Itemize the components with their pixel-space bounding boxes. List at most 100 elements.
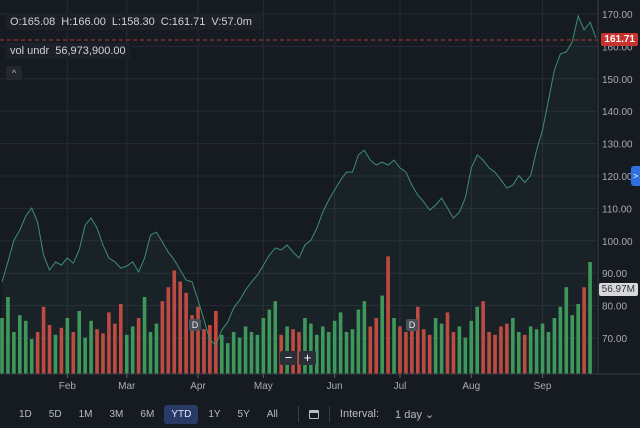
volume-bar [148,332,153,374]
volume-legend: vol undr 56,973,900.00 [6,43,130,59]
y-tick-label: 100.00 [602,237,633,248]
volume-bar [35,332,40,374]
y-tick-label: 140.00 [602,107,633,118]
volume-bar [202,329,206,374]
volume-bar [320,326,325,374]
volume-bar [404,332,408,374]
volume-bar [208,325,212,374]
volume-bar [398,326,402,374]
volume-bar [273,301,278,374]
last-price-tag: 161.71 [601,33,638,46]
x-tick-label: Aug [462,381,480,392]
range-all[interactable]: All [266,408,278,420]
zoom-out-button[interactable]: − [280,351,297,365]
volume-bar [546,332,551,374]
volume-bar [421,329,426,374]
volume-bar [166,287,171,374]
volume-bar [374,318,379,374]
x-tick-label: Jun [327,381,343,392]
volume-bar [499,326,503,374]
range-3m[interactable]: 3M [109,408,124,420]
divider [297,406,299,422]
volume-bar [23,320,28,374]
volume-bar [136,318,141,374]
range-1d[interactable]: 1D [19,408,32,420]
volume-bar [522,334,527,374]
volume-bar [516,332,521,374]
volume-bar [12,332,16,374]
volume-bar [160,301,165,374]
expand-panel-handle[interactable]: > [631,166,640,186]
divider [328,406,330,422]
x-tick-label: Jul [394,381,407,392]
range-ytd[interactable]: YTD [164,404,199,424]
volume-bar [463,337,468,374]
volume-bar [326,332,331,374]
volume-bar [214,311,218,374]
interval-dropdown[interactable]: 1 day ⌄ [395,408,434,421]
y-tick-label: 130.00 [602,140,633,151]
collapse-legend-button[interactable]: ^ [6,66,22,80]
volume-bar [243,326,248,374]
volume-bar [582,287,586,374]
x-tick-label: Feb [59,381,77,392]
volume-bar [53,334,58,374]
x-tick-label: Sep [534,381,552,392]
y-tick-label: 150.00 [602,75,633,86]
zoom-in-button[interactable]: + [299,351,316,365]
interval-label: Interval: [339,408,380,420]
volume-bar [113,323,117,374]
range-6m[interactable]: 6M [140,408,155,420]
range-5y[interactable]: 5Y [237,408,250,420]
volume-bar [588,262,592,374]
volume-bar [237,337,242,374]
low-value: L:158.30 [111,16,155,28]
price-line [1,14,597,346]
y-tick-label: 160.00 [602,42,633,53]
volume-bar [315,334,319,374]
volume-bar [362,301,367,374]
volume-bar [89,320,93,374]
volume-bar [410,323,414,374]
volume-bar [18,315,22,374]
volume-bar [178,281,182,374]
volume-bar [356,309,361,374]
y-tick-label: 170.00 [602,10,633,21]
volume-bar [576,304,580,374]
volume-label: vol undr [10,45,50,57]
volume-bar [469,320,474,374]
range-1y[interactable]: 1Y [208,408,221,420]
volume-bar [47,325,52,374]
volume-bar [119,304,123,374]
volume-bar [285,326,289,374]
calendar-icon[interactable] [308,409,319,419]
interval-value: 1 day [395,408,422,421]
volume-bar [332,320,337,374]
range-5d[interactable]: 5D [48,408,62,420]
volume-bar [368,326,373,374]
volume-bar [77,311,82,374]
volume-bar [445,312,450,374]
volume-bar [196,306,200,374]
y-tick-label: 120.00 [602,172,633,183]
volume-bar [380,295,384,374]
volume-bar [65,318,70,374]
price-chart[interactable]: 170.00 160.00 150.00 140.00 130.00 120.00 110.… [0,0,640,400]
range-1m[interactable]: 1M [78,408,93,420]
volume-value: V:57.0m [211,16,252,28]
volume-bar [350,329,355,374]
dividend-marker[interactable]: D [406,319,418,331]
volume-bar [570,315,575,374]
open-value: O:165.08 [10,16,56,28]
volume-bar [124,334,129,374]
volume-bar [249,332,254,374]
volume-bar [416,306,420,374]
volume-bar [344,332,349,374]
volume-bar [481,301,485,374]
volume-bar [29,339,34,374]
volume-bar [534,329,539,374]
dividend-marker[interactable]: D [189,319,201,331]
volume-bar [142,297,147,374]
volume-bar [95,329,99,374]
x-tick-label: May [254,381,273,392]
